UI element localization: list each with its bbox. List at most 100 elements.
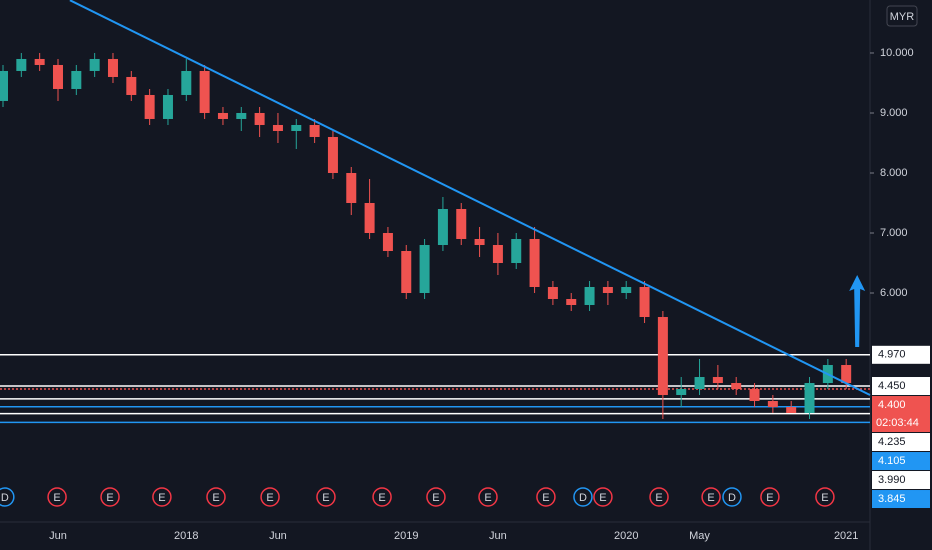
x-tick-label: 2020 xyxy=(614,530,638,542)
candle-body xyxy=(272,124,283,131)
event-marker xyxy=(536,487,556,507)
candle-body xyxy=(382,232,393,251)
event-marker xyxy=(815,487,835,507)
candle-body xyxy=(16,58,27,71)
candle-body xyxy=(0,70,8,101)
event-label: E xyxy=(484,492,491,504)
candle-body xyxy=(767,401,778,408)
candle-body xyxy=(364,202,375,233)
candle-body xyxy=(602,287,613,294)
candle-body xyxy=(841,365,852,384)
event-marker xyxy=(206,487,226,507)
x-tick-label: Jun xyxy=(269,530,287,542)
event-label: E xyxy=(322,492,329,504)
candle-body xyxy=(71,70,82,89)
arrow xyxy=(849,275,866,348)
candle-body xyxy=(511,238,522,264)
event-marker xyxy=(316,487,336,507)
event-label: E xyxy=(707,492,714,504)
candle-body xyxy=(199,70,210,113)
event-marker xyxy=(260,487,280,507)
event-marker xyxy=(0,487,15,507)
level-label: 4.970 xyxy=(878,349,906,361)
candle-body xyxy=(547,287,558,300)
level-label: 3.845 xyxy=(878,493,906,505)
candle-body xyxy=(786,407,797,414)
candle-body xyxy=(621,287,632,294)
candle-body xyxy=(89,58,100,71)
candle-body xyxy=(804,383,815,414)
candle-body xyxy=(254,112,265,125)
y-tick-label: 10.000 xyxy=(880,47,914,59)
level-label-box xyxy=(872,345,930,364)
candle-body xyxy=(327,136,338,173)
y-tick-label: 8.000 xyxy=(880,167,908,179)
event-marker xyxy=(47,487,67,507)
candle-body xyxy=(529,238,540,288)
event-label: E xyxy=(53,492,60,504)
candle-body xyxy=(291,124,302,131)
level-label-box xyxy=(872,396,930,433)
y-tick-label: 7.000 xyxy=(880,227,908,239)
event-marker xyxy=(426,487,446,507)
candle-body xyxy=(126,76,137,95)
candle-body xyxy=(162,94,173,119)
event-marker xyxy=(152,487,172,507)
candle-body xyxy=(694,377,705,390)
level-label-box xyxy=(872,452,930,471)
candle-body xyxy=(144,94,155,119)
event-marker xyxy=(649,487,669,507)
event-label: E xyxy=(158,492,165,504)
candle-body xyxy=(236,112,247,119)
candle-body xyxy=(346,172,357,203)
level-label-box xyxy=(872,433,930,452)
countdown: 02:03:44 xyxy=(876,417,919,429)
event-label: D xyxy=(728,492,736,504)
candle-body xyxy=(639,287,650,318)
level-label-box xyxy=(872,471,930,490)
event-label: E xyxy=(599,492,606,504)
candle-body xyxy=(309,124,320,137)
event-label: D xyxy=(579,492,587,504)
event-marker xyxy=(701,487,721,507)
candle-body xyxy=(181,70,192,95)
candle-body xyxy=(731,383,742,390)
level-label: 4.105 xyxy=(878,455,906,467)
x-tick-label: May xyxy=(689,530,710,542)
x-tick-label: 2018 xyxy=(174,530,198,542)
event-label: E xyxy=(266,492,273,504)
candle-body xyxy=(52,64,63,89)
event-label: E xyxy=(821,492,828,504)
currency[interactable]: MYR xyxy=(890,11,915,23)
currency-box[interactable] xyxy=(886,5,918,27)
level-label: 4.400 xyxy=(878,399,906,411)
candle-body xyxy=(419,244,430,294)
level-label: 4.450 xyxy=(878,380,906,392)
level-label: 4.235 xyxy=(878,436,906,448)
event-label: E xyxy=(542,492,549,504)
candle-body xyxy=(657,317,668,396)
event-marker xyxy=(100,487,120,507)
candle-body xyxy=(676,389,687,396)
event-marker xyxy=(722,487,742,507)
candle-body xyxy=(749,389,760,402)
candle-body xyxy=(584,287,595,306)
candle-body xyxy=(437,208,448,245)
event-marker xyxy=(478,487,498,507)
level-label-box xyxy=(872,377,930,396)
event-marker xyxy=(593,487,613,507)
x-tick-label: 2021 xyxy=(834,530,858,542)
candle-body xyxy=(712,377,723,384)
event-label: E xyxy=(378,492,385,504)
candle-body xyxy=(34,58,45,65)
x-tick-label: Jun xyxy=(49,530,67,542)
event-label: E xyxy=(655,492,662,504)
candle-body xyxy=(456,208,467,239)
candle-body xyxy=(474,238,485,245)
event-label: E xyxy=(106,492,113,504)
event-label: E xyxy=(212,492,219,504)
event-label: D xyxy=(1,492,9,504)
